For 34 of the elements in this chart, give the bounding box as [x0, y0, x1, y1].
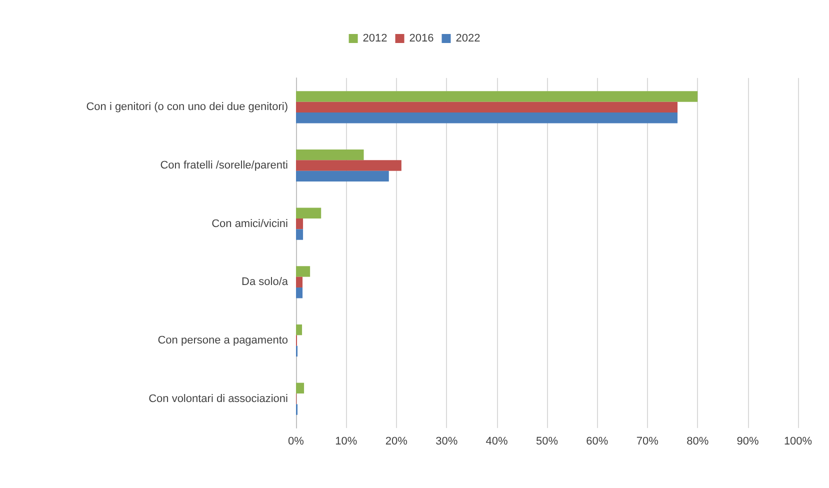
x-tick-label: 80%: [686, 436, 709, 448]
x-tick-label: 0%: [288, 436, 304, 448]
x-tick-label: 50%: [536, 436, 558, 448]
x-tick-label: 90%: [736, 436, 760, 448]
y-tick-label: Con persone a pagamento: [158, 334, 288, 346]
legend-label: 2022: [456, 32, 480, 44]
bar: [296, 91, 698, 102]
y-tick-label: Con amici/vicini: [212, 218, 288, 230]
x-tick-label: 20%: [385, 436, 408, 448]
bar: [296, 229, 304, 240]
legend-label: 2016: [409, 32, 434, 44]
x-tick-label: 30%: [436, 436, 458, 448]
bar: [296, 160, 402, 171]
x-tick-label: 10%: [335, 436, 358, 448]
bar: [296, 170, 389, 182]
bar: [296, 208, 322, 218]
bar: [296, 324, 302, 336]
y-tick-label: Da solo/a: [242, 276, 289, 288]
bar: [296, 112, 678, 124]
y-tick-label: Con fratelli /sorelle/parenti: [160, 160, 288, 172]
bar: [296, 266, 310, 277]
x-tick-label: 70%: [636, 436, 659, 448]
legend-label: 2012: [362, 32, 388, 44]
y-tick-label: Con i genitori (o con uno dei due genitori): [86, 101, 288, 114]
bar: [296, 276, 303, 288]
bar: [296, 218, 304, 230]
bar: [296, 382, 304, 394]
bar: [296, 149, 364, 160]
x-tick-label: 40%: [486, 436, 508, 448]
x-tick-label: 60%: [586, 436, 608, 448]
bar: [296, 288, 303, 298]
x-tick-label: 100%: [784, 436, 812, 448]
y-tick-label: Con volontari di associazioni: [148, 392, 288, 405]
bar: [296, 102, 678, 113]
